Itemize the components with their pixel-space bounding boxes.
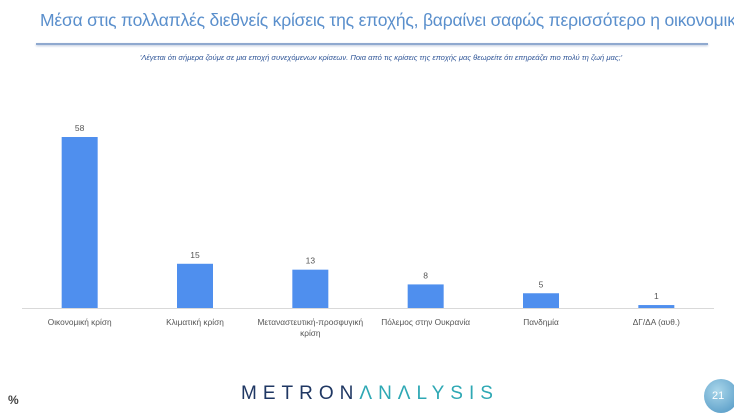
data-label: 13 [306, 256, 316, 266]
data-label: 5 [539, 279, 544, 289]
data-label: 1 [654, 291, 659, 301]
category-label: Κλιματική κρίση [166, 317, 224, 327]
page-number-badge: 21 [704, 379, 734, 413]
title-divider [36, 43, 708, 45]
category-label: Πανδημία [523, 317, 559, 327]
data-label: 8 [423, 270, 428, 280]
bar [292, 269, 329, 308]
page-title: Μέσα στις πολλαπλές διεθνείς κρίσεις της… [40, 10, 734, 30]
category-label: Μεταναστευτική-προσφυγική κρίση [258, 317, 364, 338]
question-text: 'Λέγεται ότι σήμερα ζούμε σε μια εποχή σ… [139, 53, 623, 62]
bar [523, 293, 559, 308]
bar [177, 263, 213, 308]
bar [638, 305, 675, 308]
data-label: 15 [190, 250, 200, 260]
data-label: 58 [75, 123, 85, 133]
category-label: Πόλεμος στην Ουκρανία [381, 317, 470, 327]
unit-label: % [8, 393, 19, 407]
bar [61, 137, 98, 308]
category-label: ΔΓ/ΔΑ (αυθ.) [633, 317, 680, 327]
category-label: Οικονομική κρίση [48, 317, 112, 327]
bar [407, 284, 444, 308]
metron-analysis-logo: METRONΛNΛLYSIS [241, 383, 499, 404]
